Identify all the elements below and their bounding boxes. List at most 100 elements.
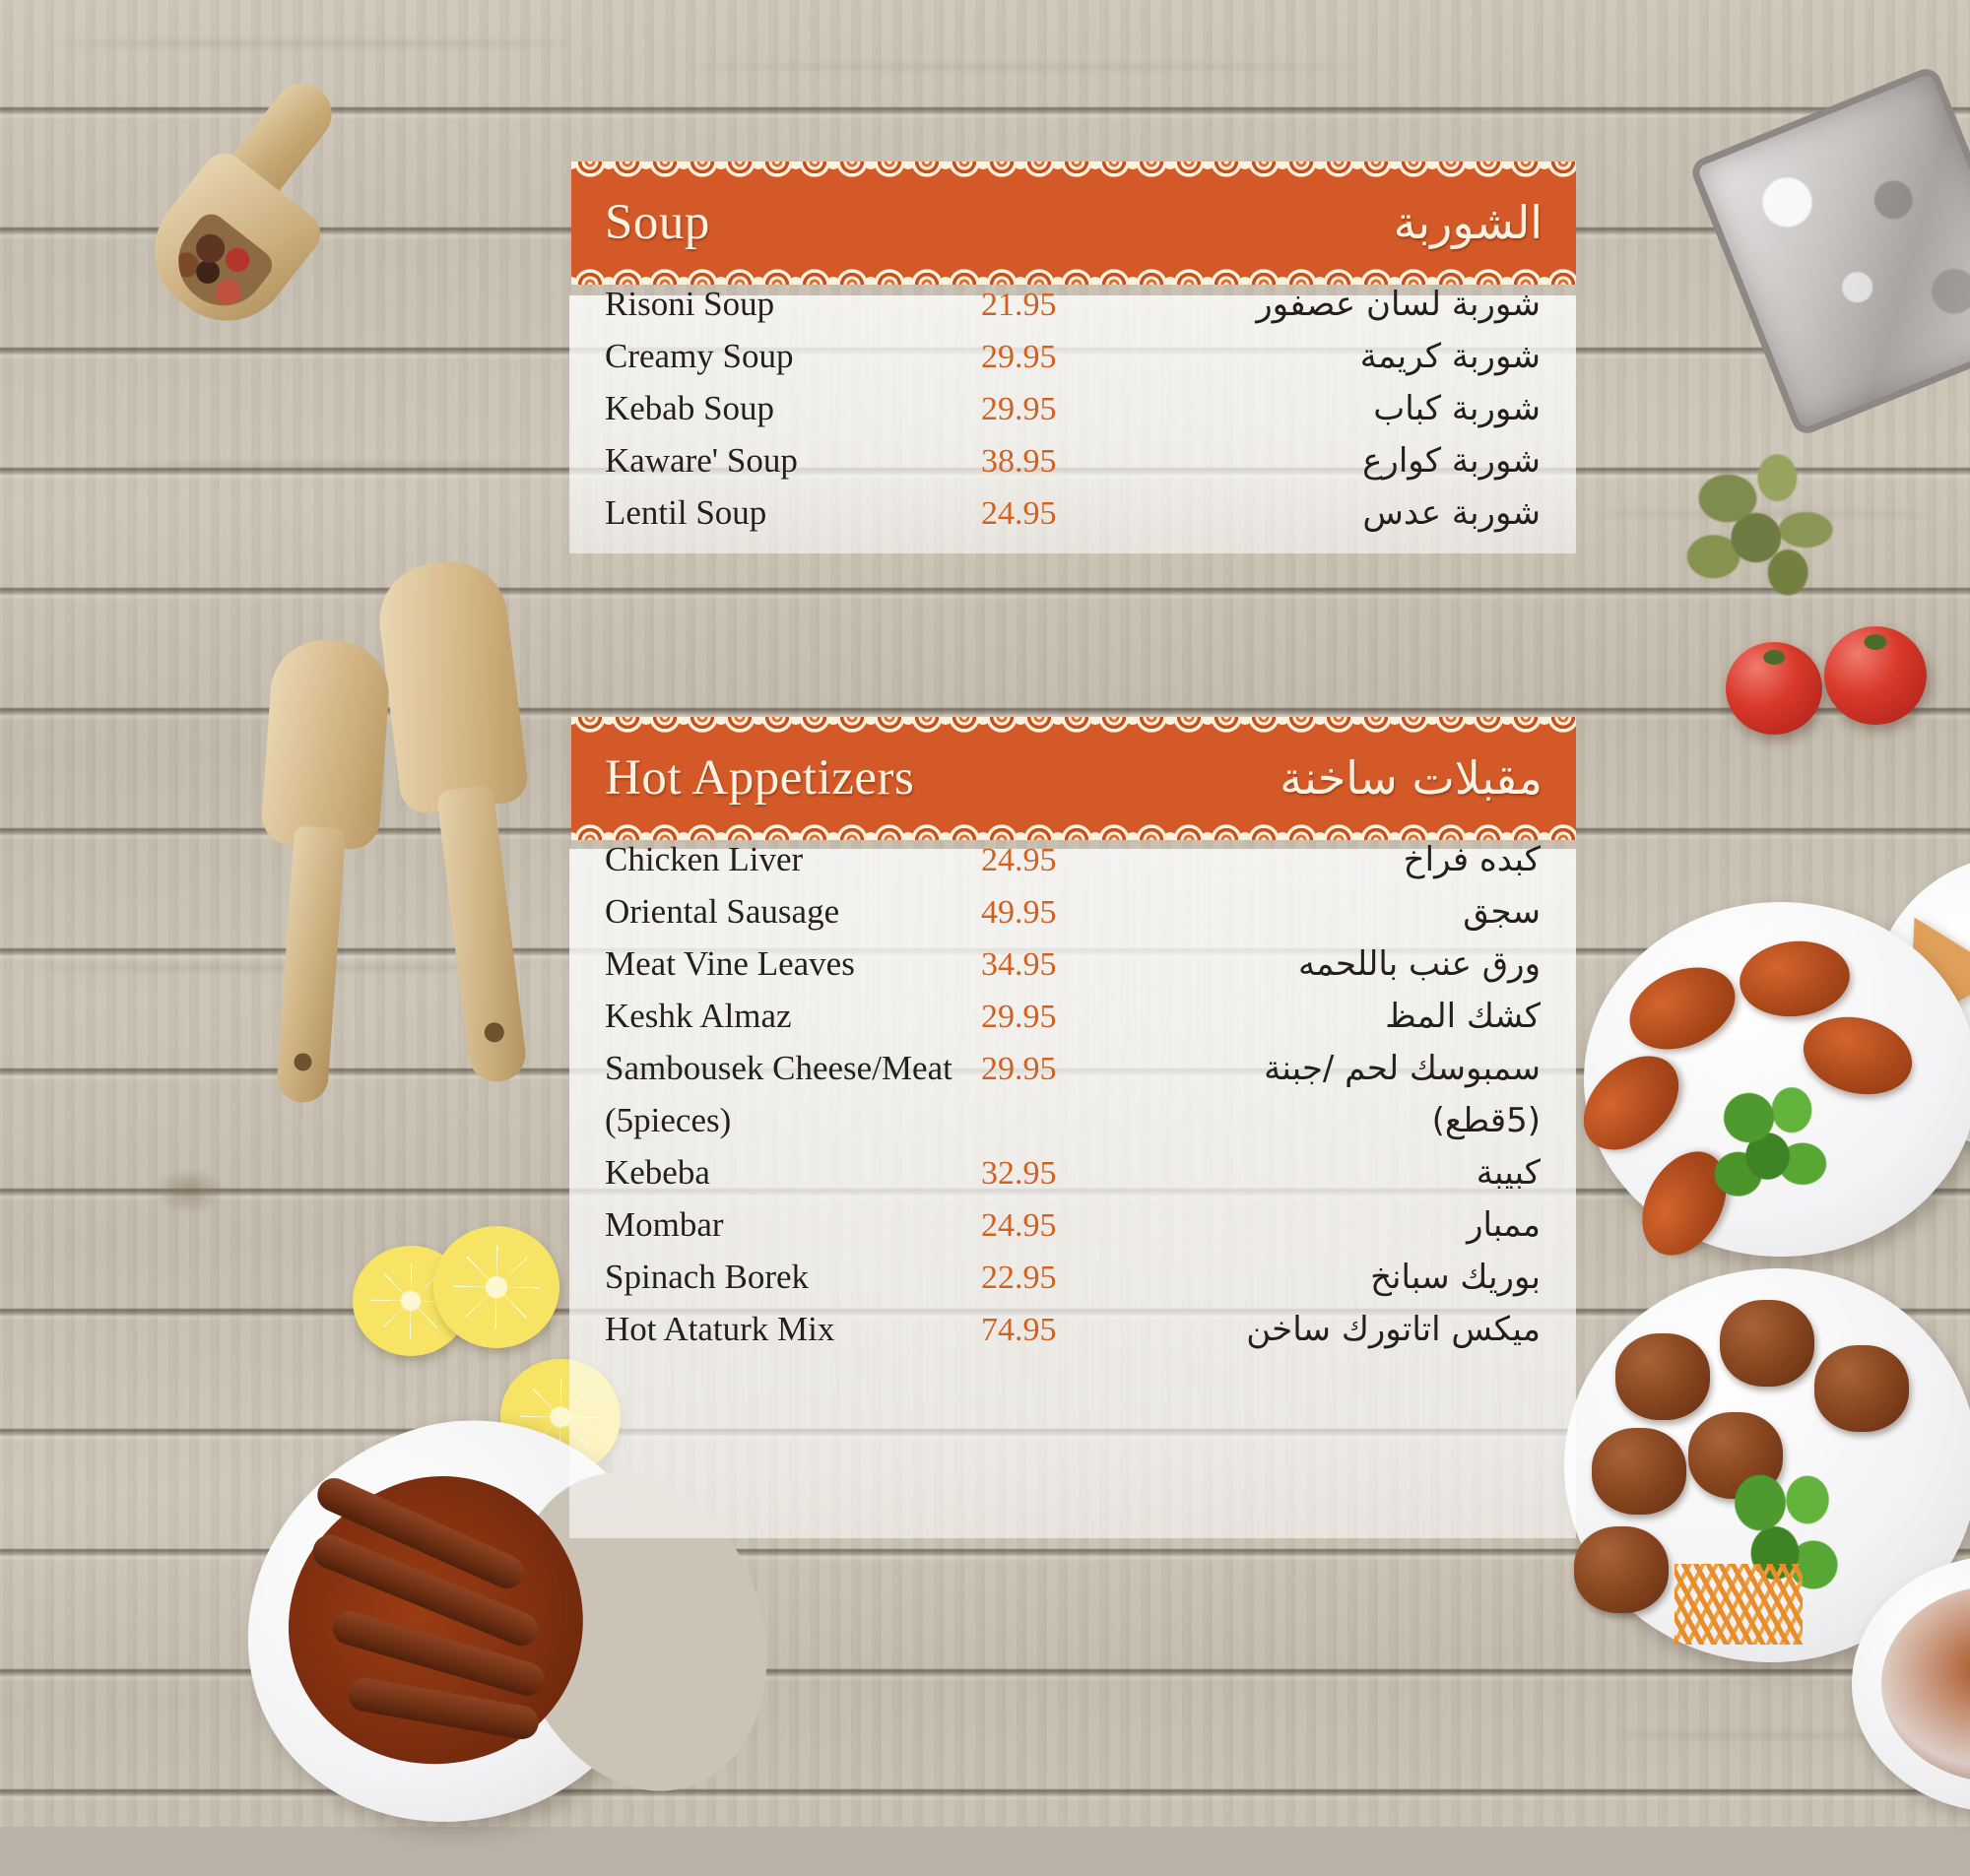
item-name-ar: كشك المظ xyxy=(1385,997,1541,1036)
item-name-ar: ميكس اتاتورك ساخن xyxy=(1246,1310,1541,1349)
item-name-en: Kebab Soup xyxy=(605,389,775,427)
soup-list-card xyxy=(569,295,1576,553)
item-name-ar: سجق xyxy=(1463,892,1541,932)
item-name-ar: شوربة كباب xyxy=(1373,389,1541,428)
meatball xyxy=(1720,1300,1814,1387)
meatball xyxy=(1615,1333,1710,1420)
hot-appetizers-list-card xyxy=(569,849,1576,1538)
menu-item-row[interactable]: Kebeba 32.95 كبيبة xyxy=(571,1153,1576,1205)
item-name-en: Oriental Sausage xyxy=(605,892,840,931)
item-name-en: Creamy Soup xyxy=(605,337,794,375)
item-price: 29.95 xyxy=(981,999,1057,1035)
item-price: 21.95 xyxy=(981,287,1057,323)
meatball xyxy=(1574,1526,1669,1613)
menu-item-row[interactable]: Sambousek Cheese/Meat 29.95 سمبوسك لحم /… xyxy=(571,1049,1576,1101)
menu-item-row[interactable]: Risoni Soup 21.95 شوربة لسان عصفور xyxy=(571,285,1576,337)
item-name-ar: شوربة كريمة xyxy=(1359,337,1541,376)
tomato-stem xyxy=(1864,634,1887,650)
wood-grain xyxy=(118,463,532,468)
menu-item-row[interactable]: Creamy Soup 29.95 شوربة كريمة xyxy=(571,337,1576,389)
tomato-stem xyxy=(1763,649,1785,665)
meatball-plate-prop xyxy=(1564,1268,1970,1662)
menu-item-row[interactable]: Kaware' Soup 38.95 شوربة كوارع xyxy=(571,441,1576,493)
tomato-prop xyxy=(1824,626,1927,725)
spatula-handle xyxy=(435,784,529,1085)
menu-item-row[interactable]: Oriental Sausage 49.95 سجق xyxy=(571,892,1576,944)
item-name-en: Kaware' Soup xyxy=(605,441,798,480)
soup-menu-list: Risoni Soup 21.95 شوربة لسان عصفور Cream… xyxy=(571,285,1576,546)
wooden-spatula-prop xyxy=(372,555,562,1085)
item-name-en: (5pieces) xyxy=(605,1101,732,1139)
herb-sprig-prop xyxy=(1674,443,1852,601)
item-name-ar: شوربة لسان عصفور xyxy=(1256,285,1541,324)
wood-grain xyxy=(690,65,1359,69)
item-name-ar: ممبار xyxy=(1467,1205,1541,1245)
menu-item-row-continuation: (5pieces) (5قطع) xyxy=(571,1101,1576,1153)
soup-title-en: Soup xyxy=(605,195,710,250)
hot-appetizers-title-en: Hot Appetizers xyxy=(605,750,915,806)
wood-knot xyxy=(154,1168,225,1213)
spoon-blade xyxy=(259,636,393,852)
lemon-slice-prop xyxy=(433,1226,559,1348)
menu-item-row[interactable]: Chicken Liver 24.95 كبده فراخ xyxy=(571,840,1576,892)
hot-appetizers-menu-list: Chicken Liver 24.95 كبده فراخ Oriental S… xyxy=(571,840,1576,1362)
item-name-ar: بوريك سبانخ xyxy=(1370,1258,1541,1297)
meatball xyxy=(1814,1345,1909,1432)
menu-item-row[interactable]: Meat Vine Leaves 34.95 ورق عنب باللحمه xyxy=(571,944,1576,997)
hot-appetizers-title-ar: مقبلات ساخنة xyxy=(1280,751,1543,806)
shredded-carrot-garnish xyxy=(1674,1564,1803,1645)
kibbeh-plate-prop xyxy=(1565,902,1970,1270)
menu-page: Soup الشوربة Risoni Soup 21.95 شوربة لسا… xyxy=(0,0,1970,1827)
hot-appetizers-section: Hot Appetizers مقبلات ساخنة Chicken Live… xyxy=(571,717,1576,1362)
menu-item-row[interactable]: Hot Ataturk Mix 74.95 ميكس اتاتورك ساخن xyxy=(571,1310,1576,1362)
item-name-en: Mombar xyxy=(605,1205,724,1244)
item-price: 38.95 xyxy=(981,443,1057,480)
item-name-ar: (5قطع) xyxy=(1431,1101,1541,1140)
item-price: 29.95 xyxy=(981,391,1057,427)
ornament-border-icon xyxy=(571,810,1576,840)
item-price: 22.95 xyxy=(981,1260,1057,1296)
menu-item-row[interactable]: Lentil Soup 24.95 شوربة عدس xyxy=(571,493,1576,546)
item-name-en: Chicken Liver xyxy=(605,840,804,878)
item-price: 34.95 xyxy=(981,946,1057,983)
item-price: 24.95 xyxy=(981,842,1057,878)
metal-grater-prop xyxy=(1687,64,1970,438)
item-name-ar: ورق عنب باللحمه xyxy=(1297,944,1541,984)
item-name-en: Hot Ataturk Mix xyxy=(605,1310,835,1348)
hot-appetizers-section-header: Hot Appetizers مقبلات ساخنة xyxy=(571,717,1576,840)
item-name-ar: كبيبة xyxy=(1476,1153,1541,1193)
item-name-en: Kebeba xyxy=(605,1153,710,1192)
soup-title-ar: الشوربة xyxy=(1393,196,1543,250)
item-name-en: Meat Vine Leaves xyxy=(605,944,855,983)
item-name-ar: سمبوسك لحم /جبنة xyxy=(1264,1049,1541,1088)
item-price: 32.95 xyxy=(981,1155,1057,1192)
item-name-en: Keshk Almaz xyxy=(605,997,792,1035)
meatball xyxy=(1592,1428,1686,1515)
item-price: 24.95 xyxy=(981,495,1057,532)
item-price: 29.95 xyxy=(981,1051,1057,1087)
menu-item-row[interactable]: Spinach Borek 22.95 بوريك سبانخ xyxy=(571,1258,1576,1310)
soup-section: Soup الشوربة Risoni Soup 21.95 شوربة لسا… xyxy=(571,162,1576,546)
item-name-en: Risoni Soup xyxy=(605,285,775,323)
parsley-garnish xyxy=(1706,1079,1840,1207)
menu-item-row[interactable]: Keshk Almaz 29.95 كشك المظ xyxy=(571,997,1576,1049)
wood-grain xyxy=(1615,1733,1931,1738)
item-name-ar: شوربة عدس xyxy=(1362,493,1541,533)
item-name-ar: شوربة كوارع xyxy=(1362,441,1541,481)
tomato-prop xyxy=(1726,642,1822,735)
spatula-blade xyxy=(372,555,531,815)
item-name-en: Spinach Borek xyxy=(605,1258,810,1296)
wooden-scoop-prop xyxy=(129,61,488,391)
soup-section-header: Soup الشوربة xyxy=(571,162,1576,285)
item-price: 49.95 xyxy=(981,894,1057,931)
item-price: 74.95 xyxy=(981,1312,1057,1348)
wooden-spoon-prop xyxy=(242,636,393,1106)
item-name-en: Sambousek Cheese/Meat xyxy=(605,1049,952,1087)
ornament-border-icon xyxy=(571,255,1576,285)
item-price: 24.95 xyxy=(981,1207,1057,1244)
item-name-en: Lentil Soup xyxy=(605,493,767,532)
menu-item-row[interactable]: Kebab Soup 29.95 شوربة كباب xyxy=(571,389,1576,441)
item-name-ar: كبده فراخ xyxy=(1403,840,1541,879)
wood-grain xyxy=(59,41,571,46)
menu-item-row[interactable]: Mombar 24.95 ممبار xyxy=(571,1205,1576,1258)
